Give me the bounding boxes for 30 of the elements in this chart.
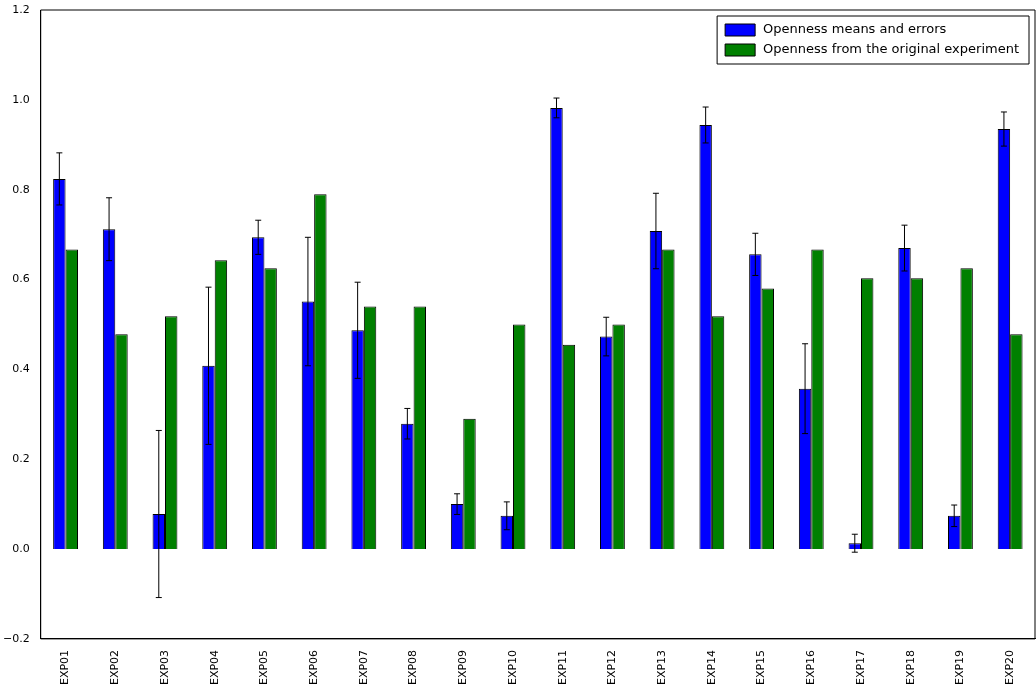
x-tick-label: EXP15 <box>754 649 768 686</box>
legend-label: Openness means and errors <box>763 21 947 37</box>
x-tick-label: EXP01 <box>58 649 72 686</box>
x-tick-label: EXP17 <box>853 649 867 686</box>
x-tick-label: EXP12 <box>605 649 619 686</box>
x-tick-label: EXP06 <box>307 649 320 686</box>
x-tick-label: EXP19 <box>953 649 967 686</box>
x-tick-label: EXP09 <box>456 649 470 686</box>
x-tick-label: EXP11 <box>555 649 569 686</box>
x-tick-label: EXP03 <box>157 649 171 686</box>
y-tick-label: 1.0 <box>12 92 30 106</box>
x-tick-label: EXP02 <box>108 649 122 686</box>
x-tick-label: EXP10 <box>505 649 519 686</box>
x-tick-label: EXP14 <box>704 649 718 686</box>
x-tick-label: EXP05 <box>257 649 271 686</box>
y-tick-label: 0.6 <box>12 272 30 286</box>
y-tick-label: 0.2 <box>12 452 30 466</box>
y-tick-label: 1.2 <box>12 2 30 16</box>
x-tick-label: EXP04 <box>207 649 221 686</box>
y-tick-label: 0.0 <box>12 541 30 555</box>
y-tick-label: 0.8 <box>12 182 30 196</box>
x-tick-label: EXP16 <box>804 649 818 686</box>
x-tick-label: EXP20 <box>1003 649 1016 686</box>
x-tick-label: EXP07 <box>356 649 370 686</box>
legend-label: Openness from the original experiment <box>763 41 1020 57</box>
x-tick-label: EXP18 <box>903 649 917 686</box>
x-tick-label: EXP13 <box>655 649 668 686</box>
y-tick-label: 0.4 <box>12 362 30 376</box>
x-tick-label: EXP08 <box>406 649 420 686</box>
y-tick-label: −0.2 <box>2 631 30 645</box>
